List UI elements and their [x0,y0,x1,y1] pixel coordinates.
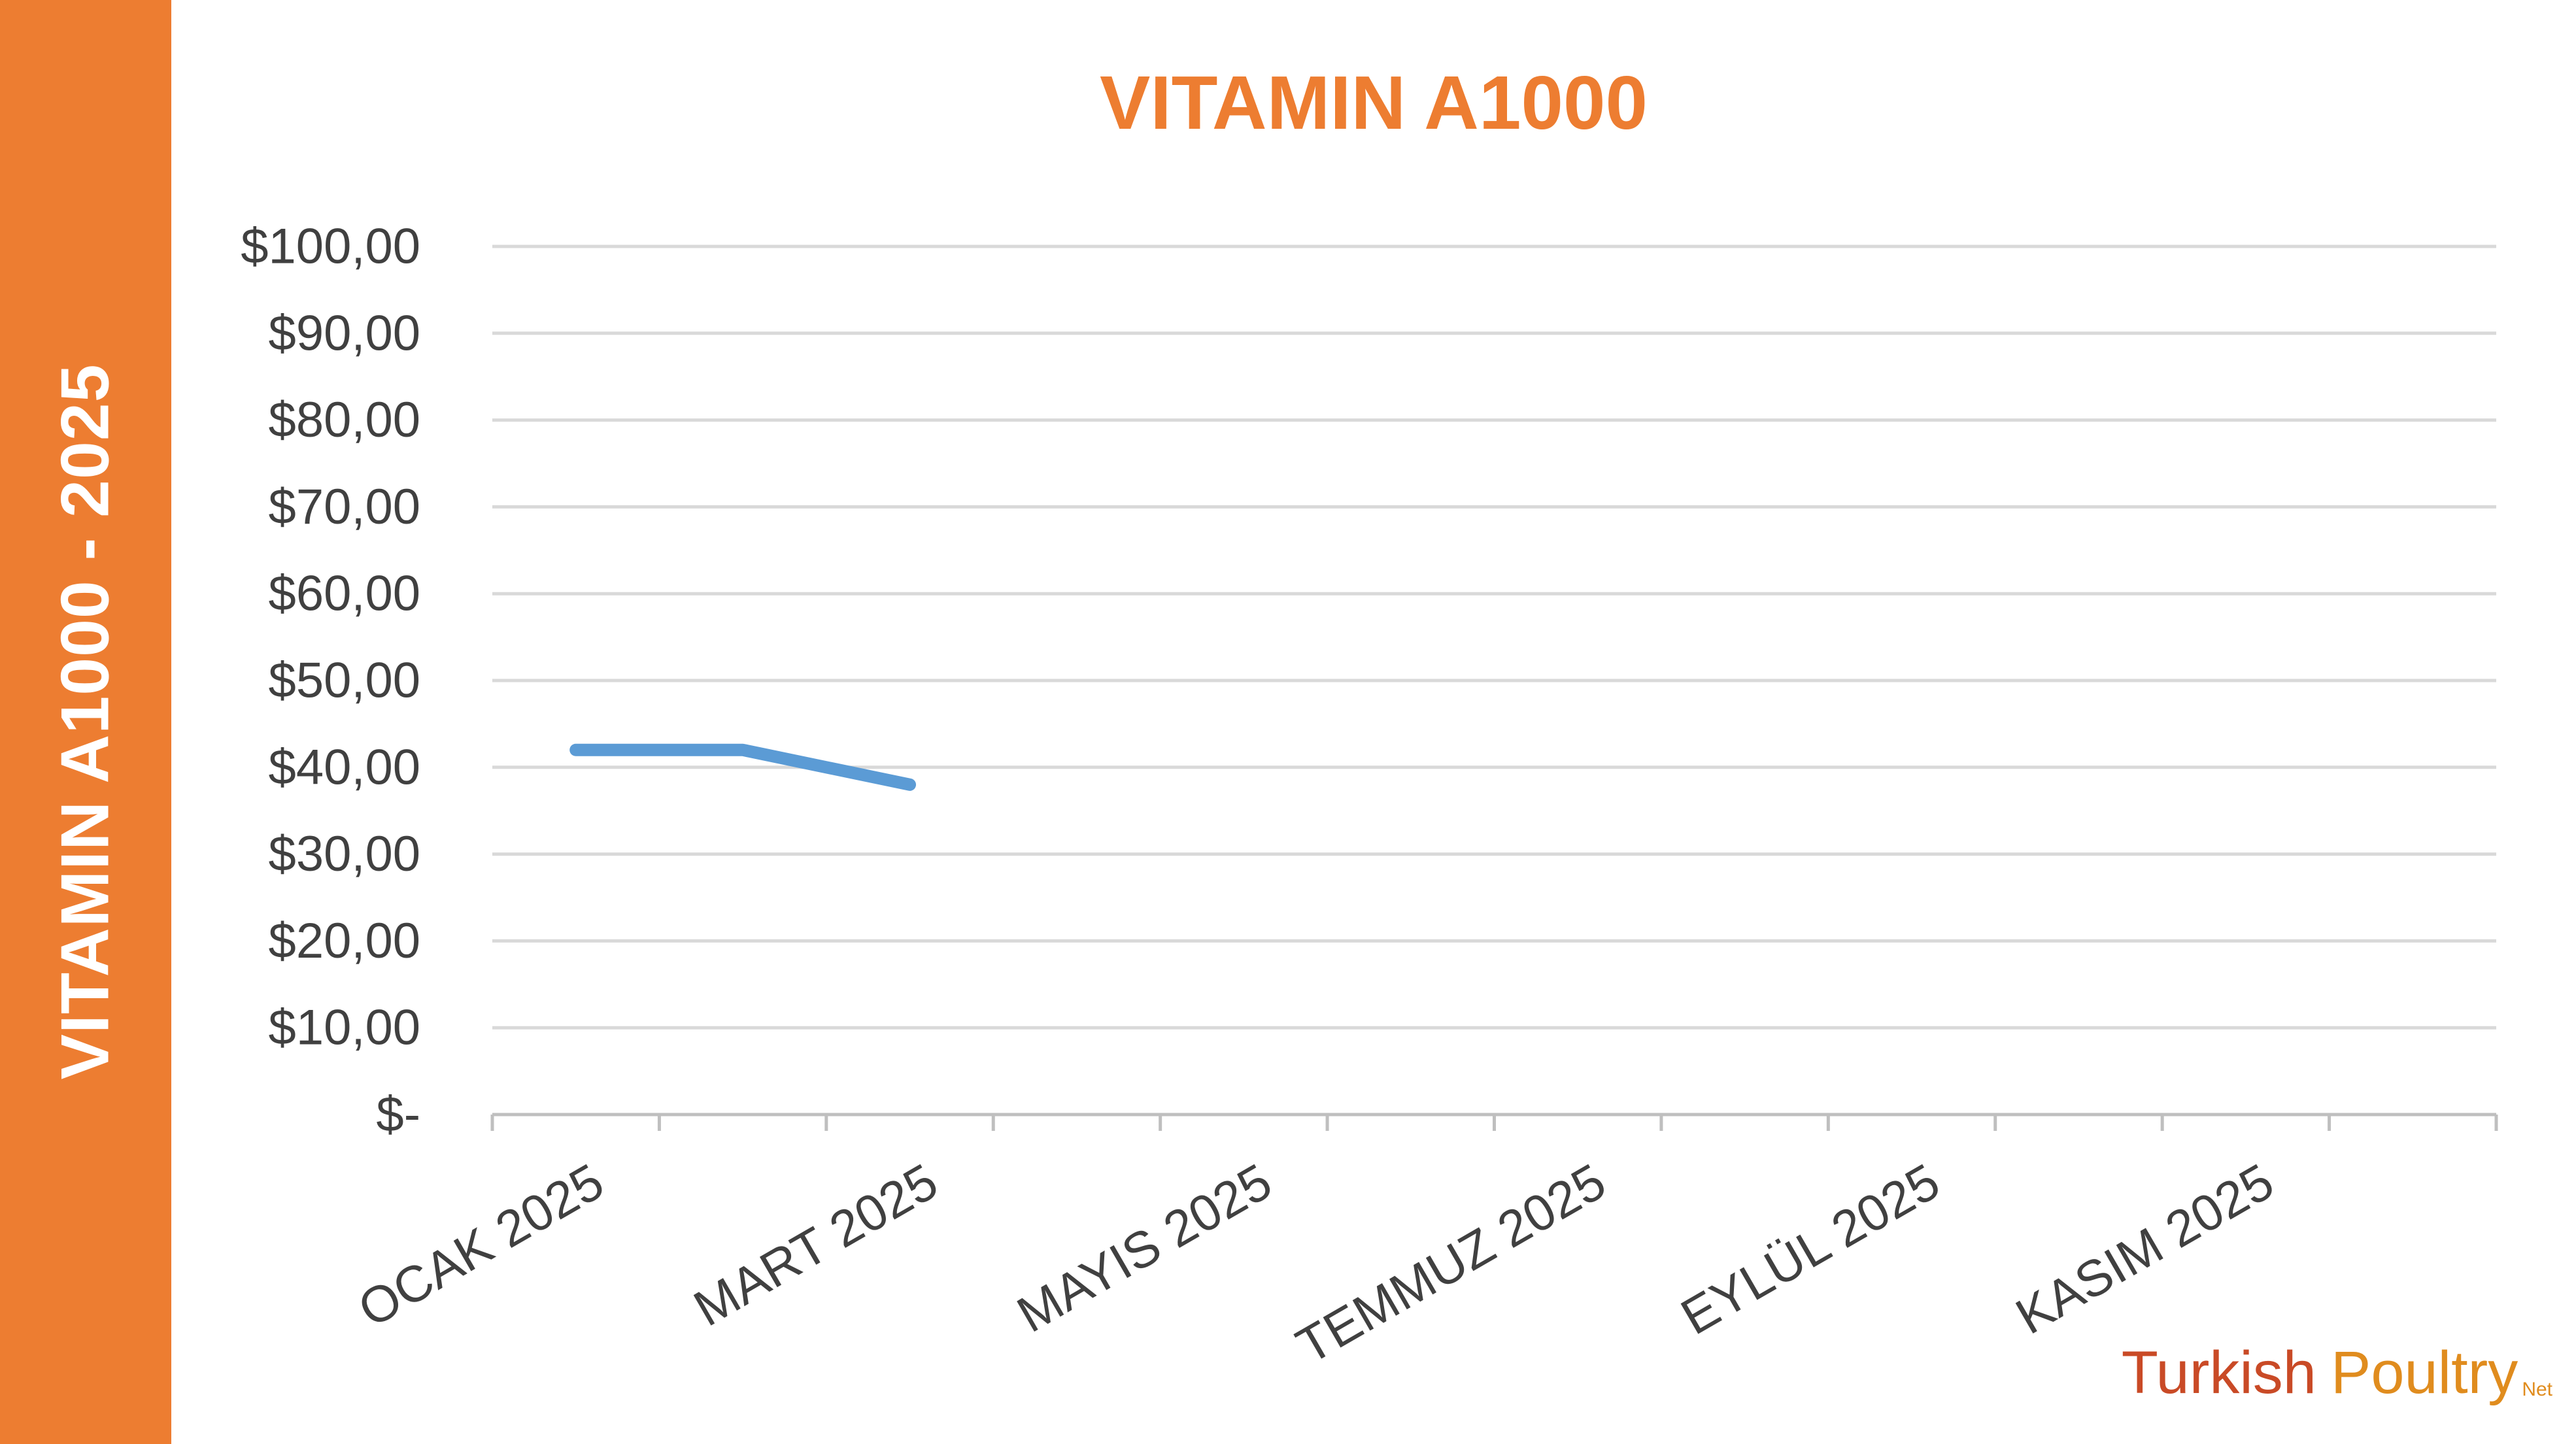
x-tick-label: MART 2025 [684,1152,947,1337]
x-tick-label: TEMMUZ 2025 [1287,1152,1615,1375]
sidebar-panel: VITAMIN A1000 - 2025 [0,0,171,1444]
x-tick-label: KASIM 2025 [2007,1152,2283,1345]
y-tick-label: $30,00 [269,826,420,882]
y-tick-label: $90,00 [269,305,420,361]
y-tick-label: $100,00 [241,219,420,275]
y-tick-label: $40,00 [269,739,420,795]
logo-word-poultry: Poultry [2330,1339,2518,1406]
data-point [742,749,744,751]
data-point [909,784,911,786]
x-tick-label: MAYIS 2025 [1008,1152,1281,1343]
y-tick-label: $20,00 [269,913,420,969]
logo-suffix: Net [2522,1379,2552,1400]
data-point [575,749,577,751]
y-tick-label: $70,00 [269,479,420,535]
turkish-poultry-logo: Turkish Poultry Net [2122,1339,2552,1407]
y-tick-label: $80,00 [269,392,420,448]
x-tick-label: EYLÜL 2025 [1671,1152,1949,1346]
y-tick-label: $60,00 [269,566,420,622]
y-tick-label: $50,00 [269,653,420,709]
chart-title: VITAMIN A1000 [1100,60,1648,145]
logo-word-turkish: Turkish [2121,1339,2316,1406]
x-tick-label: OCAK 2025 [348,1152,613,1338]
y-tick-label: $- [376,1087,420,1143]
y-tick-label: $10,00 [269,1000,420,1056]
